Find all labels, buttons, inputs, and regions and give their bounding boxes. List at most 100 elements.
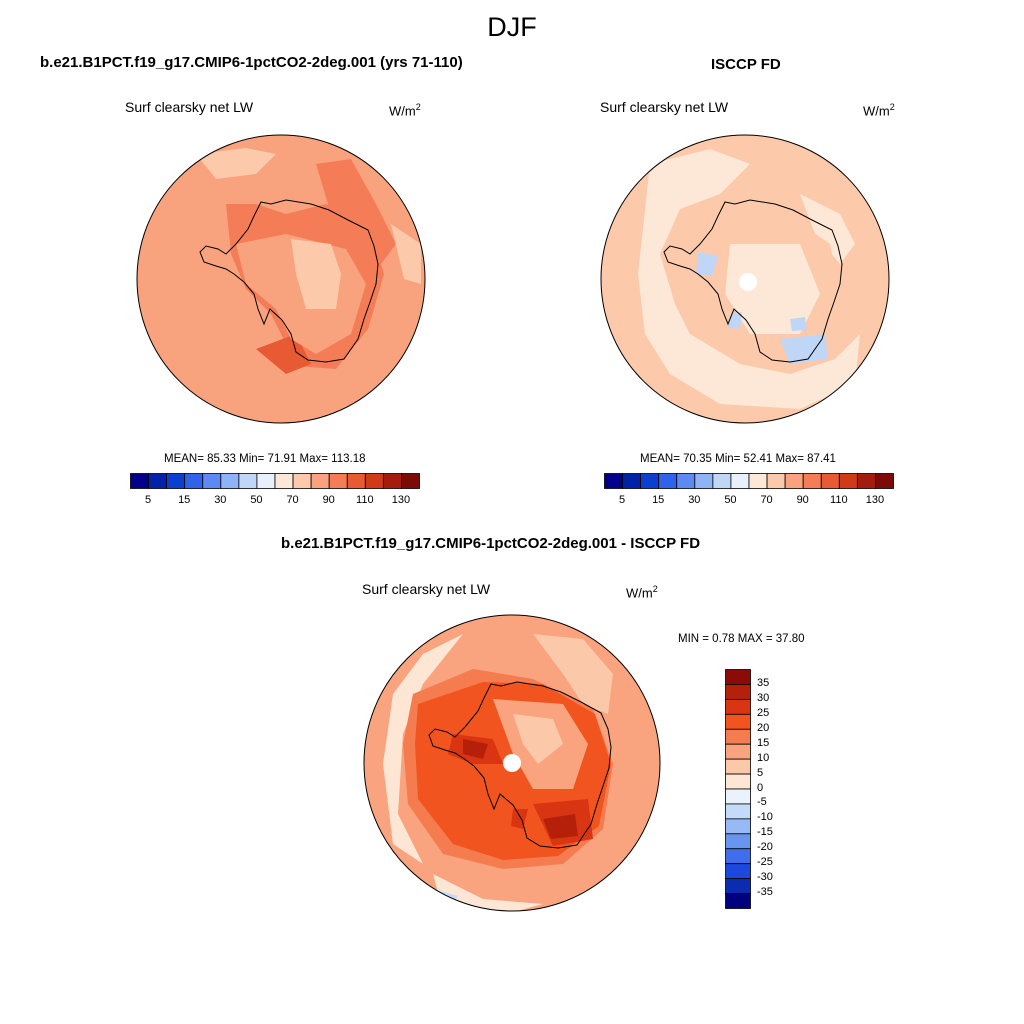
colorbar-box: [748, 473, 768, 489]
colorbar-box: [725, 848, 751, 865]
colorbar-box: [766, 473, 786, 489]
panel3-units: W/m2: [626, 584, 658, 601]
colorbar-tick-label: 90: [322, 494, 335, 506]
colorbar-box: [725, 893, 751, 909]
colorbar-tick-label: -20: [757, 841, 773, 854]
colorbar-tick-label: -10: [757, 811, 773, 824]
panel2-map: [600, 134, 890, 424]
panel2-title: ISCCP FD: [711, 56, 781, 73]
panel1-field-patch: [391, 224, 421, 284]
colorbar-box: [725, 803, 751, 820]
colorbar-box: [725, 713, 751, 730]
panel3-field-patch: [463, 739, 488, 759]
colorbar-box: [364, 473, 384, 489]
colorbar-box: [725, 684, 751, 700]
colorbar-box: [220, 473, 240, 489]
panel2-units: W/m2: [863, 102, 895, 119]
colorbar-tick-label: 15: [178, 494, 191, 506]
colorbar-box: [856, 473, 876, 489]
colorbar-tick-label: 0: [757, 781, 764, 794]
panel3-colorbar: [725, 669, 751, 909]
panel3-subtitle: Surf clearsky net LW: [362, 581, 491, 597]
colorbar-tick-label: -5: [757, 796, 767, 809]
colorbar-tick-label: 110: [830, 494, 848, 506]
colorbar-box: [640, 473, 660, 489]
colorbar-tick-label: 20: [757, 721, 770, 734]
panel3-field-patch: [543, 814, 578, 839]
colorbar-box: [712, 473, 732, 489]
panel3-field-patch: [511, 809, 528, 829]
colorbar-box: [166, 473, 186, 489]
colorbar-box: [184, 473, 204, 489]
colorbar-tick-label: 130: [391, 494, 411, 506]
colorbar-box: [130, 473, 149, 489]
colorbar-tick-label: 15: [757, 736, 770, 749]
panel1-colorbar-boxes: [130, 473, 420, 489]
panel3-colorbar-ticks: 35 30 25 20 15 10 5 0 -5 -10 -15 -20 -25 -30 -35: [757, 669, 797, 909]
colorbar-box: [725, 743, 751, 760]
panel3-map-border: [363, 614, 661, 912]
panel2-colorbar: [604, 473, 894, 489]
panel2-field-patch: [800, 194, 855, 264]
colorbar-tick-label: 30: [757, 691, 770, 704]
colorbar-tick-label: 35: [757, 676, 770, 689]
panel2-map-border: [600, 134, 890, 424]
colorbar-box: [658, 473, 678, 489]
panel1-title: b.e21.B1PCT.f19_g17.CMIP6-1pctCO2-2deg.0…: [40, 54, 463, 71]
colorbar-box: [725, 863, 751, 880]
colorbar-box: [310, 473, 330, 489]
panel1-colorbar: [130, 473, 420, 489]
colorbar-box: [838, 473, 858, 489]
colorbar-box: [694, 473, 714, 489]
colorbar-box: [346, 473, 366, 489]
colorbar-box: [725, 728, 751, 745]
panel1-map-border: [136, 134, 426, 424]
colorbar-box: [725, 833, 751, 850]
colorbar-box: [725, 669, 751, 685]
panel3-map: [363, 614, 661, 912]
panel3-title: b.e21.B1PCT.f19_g17.CMIP6-1pctCO2-2deg.0…: [281, 535, 701, 552]
colorbar-tick-label: -30: [757, 871, 773, 884]
panel1-coastline: [199, 199, 379, 363]
colorbar-box: [725, 788, 751, 805]
panel3-stats: MIN = 0.78 MAX = 37.80: [678, 633, 805, 645]
colorbar-tick-label: -15: [757, 826, 773, 839]
colorbar-tick-label: 90: [796, 494, 809, 506]
panel3-colorbar-boxes: [725, 669, 751, 909]
colorbar-box: [725, 698, 751, 715]
colorbar-tick-label: 10: [757, 751, 770, 764]
colorbar-tick-label: 25: [757, 706, 770, 719]
colorbar-box: [725, 818, 751, 835]
panel1-field-patch: [291, 239, 341, 309]
colorbar-tick-label: 15: [652, 494, 665, 506]
panel1-field-patch: [316, 159, 396, 264]
colorbar-box: [401, 473, 420, 489]
colorbar-box: [820, 473, 840, 489]
colorbar-box: [604, 473, 623, 489]
panel2-field-patch: [780, 334, 828, 364]
panel1-field-patch: [256, 334, 311, 374]
panel1-map: [136, 134, 426, 424]
panel2-stats: MEAN= 70.35 Min= 52.41 Max= 87.41: [640, 453, 836, 465]
colorbar-tick-label: 30: [688, 494, 701, 506]
colorbar-tick-label: 50: [724, 494, 737, 506]
colorbar-box: [802, 473, 822, 489]
colorbar-tick-label: 5: [757, 766, 764, 779]
panel1-stats: MEAN= 85.33 Min= 71.91 Max= 113.18: [164, 453, 366, 465]
colorbar-box: [725, 773, 751, 790]
panel2-colorbar-boxes: [604, 473, 894, 489]
colorbar-box: [256, 473, 276, 489]
panel3-field-patch: [383, 634, 463, 864]
panel3-field-patch: [513, 714, 563, 764]
colorbar-tick-label: -25: [757, 856, 773, 869]
colorbar-box: [292, 473, 312, 489]
panel2-field-patch: [638, 149, 860, 409]
colorbar-box: [784, 473, 804, 489]
panel2-field-patch: [696, 252, 718, 276]
colorbar-box: [148, 473, 168, 489]
panel1-subtitle: Surf clearsky net LW: [125, 99, 254, 115]
season-title: DJF: [487, 12, 537, 42]
panel3-pole-hole: [503, 754, 521, 772]
colorbar-box: [382, 473, 402, 489]
panel3-coastline: [428, 681, 612, 849]
